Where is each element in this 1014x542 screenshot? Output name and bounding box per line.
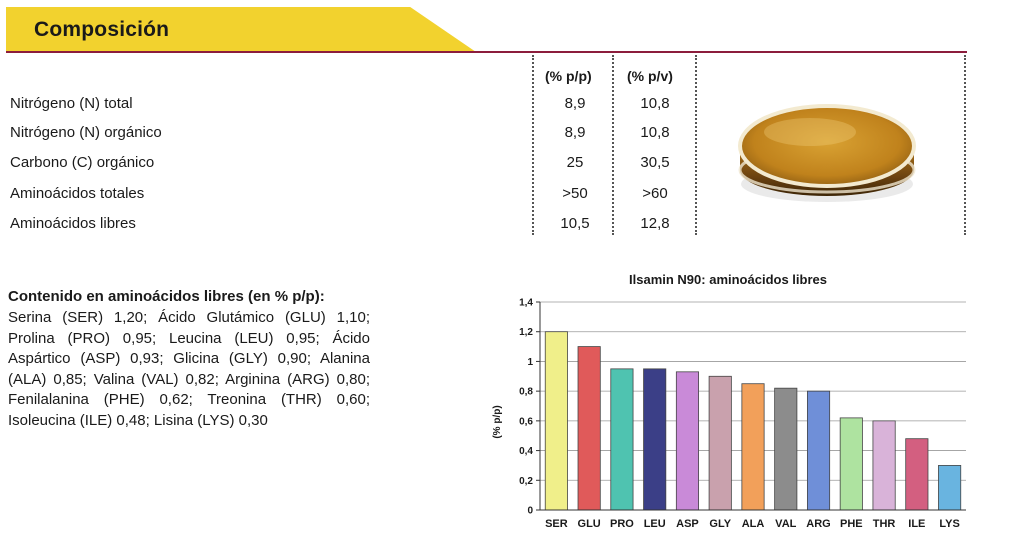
header-divider [6, 51, 967, 53]
table-cell-pv: 30,5 [640, 154, 670, 171]
y-tick-label: 0,4 [519, 446, 533, 457]
bar-thr [872, 420, 896, 511]
amino-acids-paragraph: Serina (SER) 1,20; Ácido Glutámico (GLU)… [8, 309, 370, 429]
y-tick-label: 1,4 [519, 298, 533, 309]
table-cell-pp: >50 [562, 185, 588, 202]
section-header-banner [6, 7, 476, 52]
x-category-label: LYS [939, 518, 959, 530]
bar-phe [839, 417, 863, 511]
table-row-label: Carbono (C) orgánico [10, 154, 155, 171]
chart-title: Ilsamin N90: aminoácidos libres [629, 272, 827, 287]
table-divider-middle [612, 55, 614, 235]
bar-chart: Ilsamin N90: aminoácidos libres (% p/p) … [492, 272, 966, 530]
x-category-label: GLU [578, 518, 601, 530]
bar-arg [806, 390, 831, 511]
bar-glu [577, 346, 601, 511]
table-row-label: Nitrógeno (N) orgánico [10, 124, 162, 141]
x-category-label: VAL [775, 518, 796, 530]
x-category-label: ALA [742, 518, 765, 530]
bar-asp [675, 371, 700, 511]
bar-ala [741, 383, 765, 511]
chart-y-axis-label: (% p/p) [492, 405, 503, 438]
x-category-label: ILE [908, 518, 925, 530]
y-tick-label: 1 [527, 357, 533, 368]
bar-pro [610, 368, 634, 511]
x-category-label: PHE [840, 518, 863, 530]
x-category-label: PRO [610, 518, 634, 530]
bar-ile [905, 438, 929, 511]
table-cell-pv: 10,8 [640, 124, 670, 141]
table-divider-outer [964, 55, 966, 235]
table-cell-pp: 10,5 [560, 215, 590, 232]
y-tick-label: 0 [527, 506, 533, 517]
table-row-label: Aminoácidos totales [10, 185, 145, 202]
bar-gly [708, 375, 732, 511]
table-cell-pv: 12,8 [640, 215, 670, 232]
x-category-label: LEU [644, 518, 666, 530]
table-cell-pv: 10,8 [640, 95, 670, 112]
x-category-label: SER [545, 518, 568, 530]
table-cell-pp: 8,9 [564, 124, 586, 141]
y-tick-label: 0,6 [519, 416, 533, 427]
table-row-label: Aminoácidos libres [10, 215, 136, 232]
bar-val [774, 387, 798, 511]
bar-lys [938, 465, 962, 511]
x-category-label: ASP [676, 518, 699, 530]
x-category-label: GLY [709, 518, 731, 530]
y-tick-label: 0,2 [519, 476, 533, 487]
amino-acids-heading: Contenido en aminoácidos libres (en % p/… [8, 288, 325, 305]
y-tick-label: 0,8 [519, 387, 533, 398]
bar-ser [544, 331, 568, 511]
petri-dish-icon [738, 104, 916, 202]
x-category-label: ARG [806, 518, 830, 530]
table-cell-pv: >60 [642, 185, 668, 202]
column-header-pv: (% p/v) [627, 68, 673, 84]
bar-leu [643, 368, 667, 511]
table-cell-pp: 8,9 [564, 95, 586, 112]
table-divider-left [532, 55, 534, 235]
x-category-label: THR [873, 518, 896, 530]
column-header-pp: (% p/p) [545, 68, 592, 84]
table-divider-right [695, 55, 697, 235]
table-cell-pp: 25 [566, 154, 584, 171]
table-row-label: Nitrógeno (N) total [10, 95, 133, 112]
y-tick-label: 1,2 [519, 327, 533, 338]
section-title: Composición [34, 18, 170, 41]
amino-acids-chart: Ilsamin N90: aminoácidos libres (% p/p) … [488, 262, 978, 537]
